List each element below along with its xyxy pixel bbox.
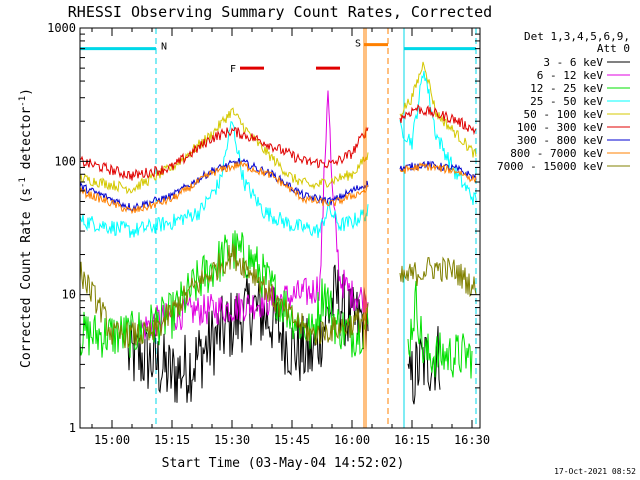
legend-label: 6 - 12 keV (537, 69, 604, 82)
footer-date: 17-Oct-2021 08:52 (554, 467, 636, 476)
x-tick-label: 16:30 (454, 433, 490, 447)
series-line (79, 120, 369, 238)
series-line (407, 280, 473, 379)
legend-label: 3 - 6 keV (543, 56, 603, 69)
saa-label: S (355, 39, 361, 50)
legend-label: 800 - 7000 keV (510, 147, 603, 160)
series-line (79, 243, 369, 349)
legend-label: 7000 - 15000 keV (497, 160, 603, 173)
x-tick-label: 15:00 (94, 433, 130, 447)
series-line (399, 256, 477, 297)
x-tick-label: 15:45 (274, 433, 310, 447)
x-tick-label: 16:00 (334, 433, 370, 447)
series-line (127, 264, 369, 403)
legend-label: 25 - 50 keV (530, 95, 603, 108)
series-line (79, 157, 369, 212)
legend-label: 300 - 800 keV (517, 134, 603, 147)
x-tick-label: 16:15 (394, 433, 430, 447)
x-tick-label: 15:15 (154, 433, 190, 447)
legend-header-line2: Att 0 (597, 42, 630, 55)
x-tick-label: 15:30 (214, 433, 250, 447)
series-line (399, 61, 477, 158)
y-tick-label: 100 (54, 154, 76, 168)
legend-header-line1: Det 1,3,4,5,6,9, (524, 30, 630, 43)
plot-frame (79, 27, 481, 429)
y-axis-label: Corrected Count Rate (s-1 detector-1) (18, 88, 34, 368)
x-axis-label: Start Time (03-May-04 14:52:02) (162, 456, 405, 471)
series-line (399, 160, 477, 180)
y-tick-label: 1 (69, 421, 76, 435)
chart-title: RHESSI Observing Summary Count Rates, Co… (68, 3, 492, 21)
series-line (79, 107, 369, 195)
legend-label: 100 - 300 keV (517, 121, 603, 134)
night-label: N (161, 42, 167, 53)
plot-area: N F S 15:00 15:15 15:30 15:45 16:00 16:15 16:30… (47, 21, 490, 447)
series-line (79, 126, 369, 181)
series-line (399, 162, 477, 183)
series-line (79, 160, 369, 215)
series-line (79, 230, 369, 358)
series-line (399, 70, 477, 205)
legend-label: 50 - 100 keV (524, 108, 604, 121)
y-tick-label: 1000 (47, 21, 76, 35)
series-line (407, 326, 441, 405)
y-tick-label: 10 (62, 288, 76, 302)
legend-label: 12 - 25 keV (530, 82, 603, 95)
flare-label: F (230, 64, 236, 75)
series-line (399, 103, 477, 136)
